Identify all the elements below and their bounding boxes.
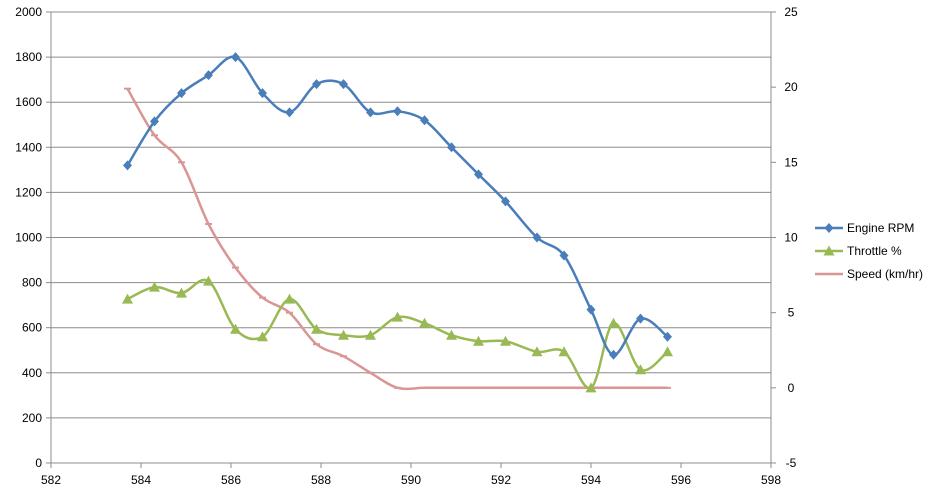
y2-tick-label: 10	[784, 231, 798, 245]
gridlines	[51, 11, 771, 464]
legend-item-speed-km-hr: Speed (km/hr)	[815, 267, 923, 281]
series-throttle	[122, 275, 673, 393]
throttle-point	[257, 331, 268, 342]
x-tick-label: 590	[401, 473, 421, 487]
throttle-point	[500, 335, 511, 346]
throttle-point	[531, 346, 543, 357]
y2-tick-label: -5	[786, 456, 797, 470]
x-tick-label: 584	[131, 473, 151, 487]
y-tick-label: 400	[22, 366, 42, 380]
engine-rpm-point	[420, 115, 429, 126]
y2-tick-label: 5	[788, 306, 795, 320]
throttle-point	[176, 287, 187, 298]
y2-tick-label: 25	[784, 5, 798, 19]
engine-rpm-point	[663, 331, 672, 342]
y-tick-label: 2000	[15, 5, 42, 19]
legend-marker	[823, 245, 835, 256]
y2-tick-label: 15	[784, 155, 798, 169]
y-tick-label: 1600	[15, 95, 42, 109]
legend-label: Engine RPM	[847, 221, 914, 235]
axes: 0 200 400 600 800 1000 1200 1400 1600 1800 2000 -5 0…	[15, 5, 798, 487]
throttle-point	[635, 364, 646, 375]
throttle-point	[338, 329, 349, 340]
engine-rpm-point	[474, 169, 483, 180]
engine-rpm-point	[204, 70, 213, 81]
throttle-point	[311, 323, 322, 334]
series-layer	[122, 52, 673, 393]
throttle-point	[585, 382, 597, 393]
x-tick-label: 596	[671, 473, 691, 487]
speed-km-hr-line	[126, 88, 668, 391]
legend-item-engine-rpm: Engine RPM	[815, 221, 914, 235]
throttle-point	[662, 346, 673, 357]
engine-rpm-point	[258, 88, 267, 99]
engine-rpm-point	[177, 88, 186, 99]
y-tick-label: 800	[22, 276, 42, 290]
legend: Engine RPM Throttle % Speed (km/hr)	[815, 221, 923, 281]
engine-rpm-point	[559, 250, 569, 261]
y-tick-label: 200	[22, 411, 42, 425]
engine-rpm-line	[126, 55, 669, 357]
x-tick-label: 588	[311, 473, 331, 487]
engine-rpm-point	[366, 107, 375, 118]
throttle-point	[203, 275, 214, 286]
x-tick-label: 582	[41, 473, 61, 487]
engine-rpm-point	[123, 160, 132, 171]
throttle-point	[558, 346, 570, 357]
legend-item-throttle: Throttle %	[815, 244, 902, 258]
x-tick-label: 592	[491, 473, 511, 487]
engine-rpm-point	[393, 106, 402, 117]
y-tick-label: 1000	[15, 231, 42, 245]
engine-rpm-point	[586, 304, 596, 315]
y-tick-label: 0	[35, 456, 42, 470]
throttle-point	[419, 317, 430, 328]
throttle-point	[473, 335, 484, 346]
x-tick-label: 586	[221, 473, 241, 487]
series-engine-rpm	[123, 52, 672, 360]
y-tick-label: 600	[22, 321, 42, 335]
throttle-point	[230, 323, 241, 334]
x-tick-label: 598	[761, 473, 781, 487]
y2-tick-label: 20	[784, 80, 798, 94]
x-tick-label: 594	[581, 473, 601, 487]
throttle-point	[608, 317, 619, 328]
engine-rpm-point	[339, 79, 348, 90]
engine-rpm-point	[447, 142, 456, 153]
throttle-point	[392, 311, 403, 322]
engine-rpm-point	[312, 79, 321, 90]
throttle-point	[365, 329, 376, 340]
y-tick-label: 1200	[15, 185, 42, 199]
engine-rpm-point	[285, 107, 294, 118]
throttle-point	[446, 329, 457, 340]
throttle-point	[149, 281, 160, 292]
engine-rpm-point	[231, 52, 240, 63]
engine-rpm-point	[501, 196, 510, 207]
throttle-line	[126, 278, 669, 390]
y-tick-label: 1800	[15, 50, 42, 64]
engine-rpm-point	[532, 232, 542, 243]
throttle-point	[284, 293, 295, 304]
engine-rpm-point	[150, 116, 159, 127]
series-speed-km-hr	[124, 87, 671, 391]
legend-label: Speed (km/hr)	[847, 267, 923, 281]
legend-label: Throttle %	[847, 244, 902, 258]
throttle-point	[122, 293, 133, 304]
y-tick-label: 1400	[15, 140, 42, 154]
engine-rpm-point	[609, 349, 618, 360]
legend-marker	[824, 223, 834, 233]
engine-rpm-point	[636, 313, 645, 324]
y2-tick-label: 0	[788, 381, 795, 395]
